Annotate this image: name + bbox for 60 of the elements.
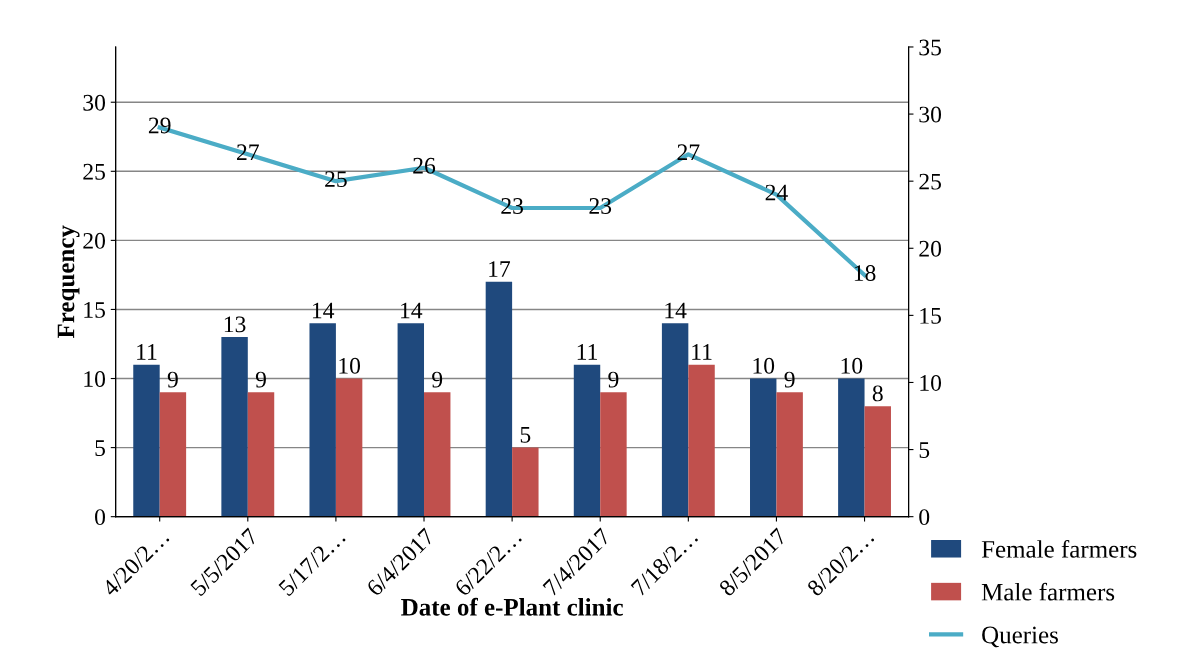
bar xyxy=(750,378,777,517)
data-label: 11 xyxy=(137,344,157,360)
data-label: 9 xyxy=(608,371,619,388)
bar xyxy=(424,392,451,517)
data-label: 17 xyxy=(489,261,511,277)
y2-tick-label: 25 xyxy=(919,173,942,190)
bar xyxy=(485,281,513,517)
bar xyxy=(864,406,891,517)
data-label: 14 xyxy=(401,302,423,319)
data-label: 10 xyxy=(753,357,775,374)
y2-tick-label: 5 xyxy=(919,442,930,458)
data-label: 10 xyxy=(339,357,361,374)
data-label: 9 xyxy=(167,371,178,388)
data-label: 9 xyxy=(255,371,266,388)
y-tick-label: 15 xyxy=(84,302,105,318)
data-label: 14 xyxy=(312,302,335,319)
data-label: 25 xyxy=(325,171,347,188)
bar xyxy=(335,378,363,517)
y2-tick-label: 0 xyxy=(919,509,930,526)
y2-tick-label: 30 xyxy=(919,106,942,123)
y-tick-label: 0 xyxy=(95,509,106,526)
bar xyxy=(159,392,187,517)
bar xyxy=(397,323,425,517)
bar xyxy=(600,392,627,517)
y-tick-label: 20 xyxy=(83,232,106,249)
data-label: 14 xyxy=(665,302,687,319)
bar xyxy=(688,364,715,517)
x-axis-title: Date of e-Plant clinic xyxy=(401,597,623,616)
data-label: 11 xyxy=(577,344,597,360)
data-label: 11 xyxy=(692,344,712,360)
bar xyxy=(776,392,803,517)
data-label: 27 xyxy=(237,144,259,161)
y-tick-label: 25 xyxy=(83,163,105,180)
y-tick-label: 30 xyxy=(83,94,106,111)
y2-tick-label: 35 xyxy=(919,39,942,56)
y2-tick-label: 15 xyxy=(920,307,942,324)
bar xyxy=(247,392,275,517)
y2-tick-label: 10 xyxy=(920,374,942,391)
legend-label: Female farmers xyxy=(981,539,1137,558)
y2-tick-label: 20 xyxy=(919,240,942,257)
data-label: 18 xyxy=(854,265,876,282)
bar xyxy=(309,323,336,517)
bar xyxy=(512,447,539,517)
bar xyxy=(661,323,689,517)
data-label: 9 xyxy=(784,371,795,388)
data-label: 29 xyxy=(148,117,171,134)
bar xyxy=(133,364,160,517)
legend-label: Queries xyxy=(982,626,1058,648)
data-label: 9 xyxy=(432,371,443,388)
data-label: 5 xyxy=(520,427,531,443)
y-axis-title: Frequency xyxy=(57,225,80,339)
legend-label: Male farmers xyxy=(981,582,1115,601)
data-label: 10 xyxy=(841,357,863,374)
y-tick-label: 5 xyxy=(95,440,105,457)
data-label: 13 xyxy=(224,316,246,333)
bar xyxy=(221,337,248,517)
y-tick-label: 10 xyxy=(84,371,106,387)
data-label: 8 xyxy=(872,385,883,402)
bar xyxy=(573,364,601,517)
bar xyxy=(838,378,865,517)
